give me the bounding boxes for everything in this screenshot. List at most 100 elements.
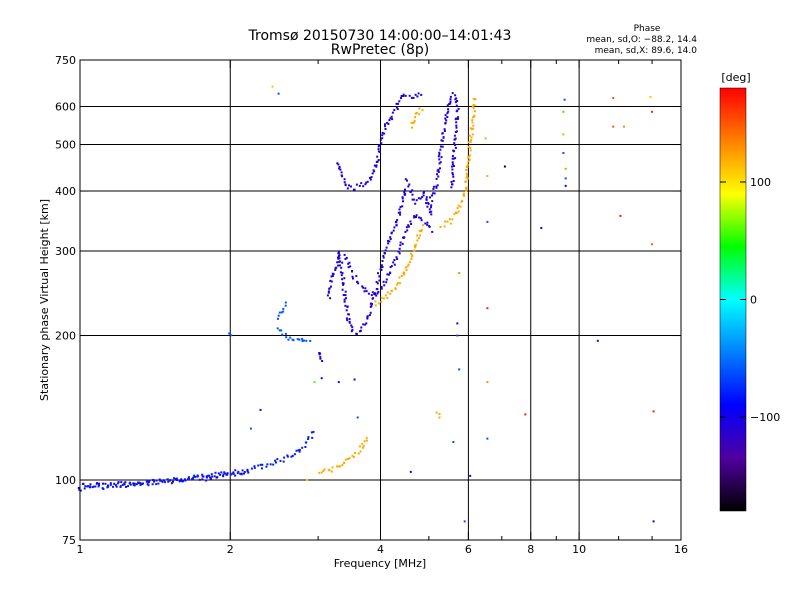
echo-point — [146, 483, 149, 486]
echo-point — [450, 165, 453, 168]
echo-point — [387, 122, 390, 125]
echo-point — [253, 465, 256, 468]
echo-point — [465, 169, 468, 171]
echo-point — [596, 339, 599, 342]
echo-point — [334, 269, 337, 271]
echo-point — [348, 318, 351, 321]
echo-point — [404, 266, 407, 269]
echo-point — [120, 481, 123, 484]
echo-point — [401, 196, 404, 199]
echo-point — [389, 236, 392, 239]
echo-point — [329, 279, 332, 282]
echo-point — [374, 292, 376, 295]
echo-point — [395, 221, 398, 224]
echo-point — [81, 482, 84, 485]
echo-point — [155, 483, 158, 486]
echo-point — [376, 282, 379, 285]
echo-point — [451, 218, 454, 221]
echo-point — [415, 214, 418, 217]
echo-point — [281, 333, 284, 336]
echo-point — [375, 294, 378, 297]
echo-point — [337, 163, 340, 166]
echo-point — [425, 198, 428, 201]
echo-point — [298, 448, 301, 451]
echo-point — [322, 470, 325, 472]
echo-point — [433, 192, 436, 195]
echo-point — [404, 230, 407, 233]
echo-point — [339, 465, 342, 468]
echo-point — [282, 310, 285, 313]
echo-point — [382, 297, 385, 300]
echo-point — [390, 115, 393, 118]
echo-point — [364, 323, 367, 326]
echo-point — [412, 96, 415, 99]
echo-point — [401, 197, 404, 200]
echo-point — [405, 269, 408, 271]
echo-point — [441, 139, 444, 142]
echo-point — [452, 157, 455, 160]
echo-point — [457, 210, 460, 213]
echo-point — [339, 260, 342, 263]
echo-point — [470, 136, 473, 139]
echo-point — [361, 285, 364, 288]
echo-point — [385, 281, 388, 284]
echo-point — [467, 155, 470, 158]
echo-point — [397, 211, 400, 214]
echo-point — [404, 94, 407, 97]
echo-point — [161, 480, 164, 483]
echo-point — [358, 330, 361, 333]
echo-point — [380, 300, 383, 303]
echo-point — [346, 305, 349, 308]
echo-point — [364, 287, 367, 290]
echo-point — [437, 171, 440, 173]
echo-point — [337, 257, 340, 260]
echo-point — [277, 92, 280, 95]
echo-point — [413, 119, 416, 122]
echo-point — [229, 473, 232, 476]
echo-point — [398, 247, 401, 250]
echo-point — [436, 173, 438, 176]
echo-point — [444, 122, 447, 124]
echo-point — [425, 202, 427, 205]
echo-point — [402, 200, 404, 203]
echo-point — [344, 458, 347, 461]
echo-point — [375, 164, 378, 167]
echo-point — [423, 190, 425, 193]
echo-point — [451, 163, 454, 166]
echo-point — [439, 226, 442, 228]
echo-point — [368, 314, 371, 317]
echo-point — [390, 231, 393, 234]
echo-point — [362, 446, 365, 449]
echo-point — [380, 287, 383, 290]
echo-point — [426, 221, 429, 224]
echo-point — [418, 230, 421, 233]
echo-point — [455, 124, 458, 127]
echo-point — [456, 100, 459, 102]
echo-point — [444, 117, 447, 120]
echo-point — [381, 134, 384, 137]
echo-point — [164, 481, 166, 484]
echo-point — [454, 146, 457, 149]
echo-point — [301, 446, 304, 449]
echo-point — [277, 317, 279, 320]
echo-point — [395, 106, 398, 109]
echo-point — [406, 179, 408, 182]
echo-point — [449, 100, 452, 103]
echo-point — [400, 275, 403, 277]
echo-point — [455, 97, 458, 100]
echo-point — [351, 275, 354, 278]
echo-point — [456, 322, 459, 325]
echo-point — [83, 487, 86, 490]
echo-point — [157, 482, 160, 485]
echo-point — [338, 166, 341, 168]
echo-point — [386, 297, 389, 299]
echo-point — [249, 427, 252, 430]
echo-point — [297, 449, 300, 452]
echo-point — [414, 112, 417, 115]
echo-point — [484, 137, 487, 140]
echo-point — [342, 283, 345, 286]
echo-point — [304, 446, 307, 448]
echo-point — [486, 381, 489, 384]
echo-point — [410, 223, 413, 225]
echo-point — [375, 161, 378, 163]
